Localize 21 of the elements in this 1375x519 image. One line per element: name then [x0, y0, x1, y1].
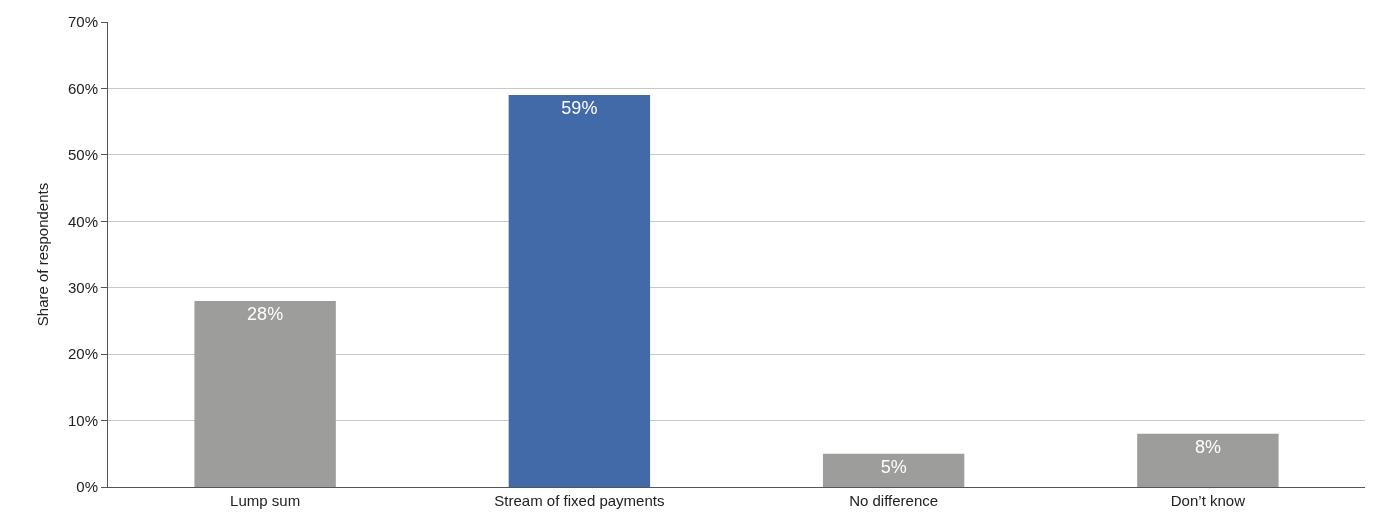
- data-label: 28%: [247, 304, 284, 324]
- bar: [822, 453, 965, 487]
- x-tick-label: Stream of fixed payments: [494, 492, 665, 509]
- data-label: 5%: [880, 456, 907, 477]
- x-tick-label: Lump sum: [230, 492, 301, 509]
- y-tick-label: 20%: [67, 345, 98, 363]
- data-label: 8%: [1194, 436, 1221, 457]
- y-tick-label: 10%: [67, 411, 98, 429]
- y-tick-label: 60%: [67, 79, 98, 97]
- y-axis-title: Share of respondents: [34, 182, 52, 327]
- y-tick-label: 0%: [76, 478, 98, 496]
- y-tick-label: 40%: [67, 212, 98, 230]
- data-label: 59%: [561, 98, 598, 119]
- bar: [508, 95, 651, 487]
- y-tick-label: 30%: [67, 278, 98, 296]
- x-tick-label: Don’t know: [1170, 492, 1246, 509]
- y-tick-label: 50%: [67, 146, 98, 164]
- y-tick-label: 70%: [67, 13, 98, 31]
- x-tick-label: No difference: [849, 492, 939, 509]
- bar: [194, 301, 336, 487]
- bar: [1137, 433, 1279, 487]
